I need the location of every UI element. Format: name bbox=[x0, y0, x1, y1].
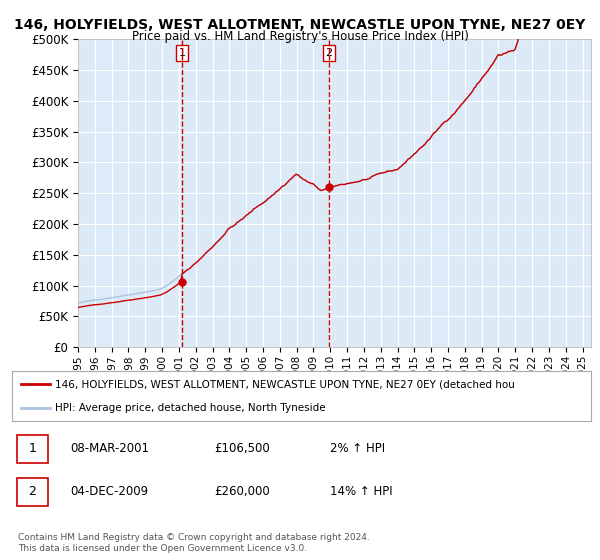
Text: £260,000: £260,000 bbox=[215, 486, 271, 498]
Text: 2% ↑ HPI: 2% ↑ HPI bbox=[331, 442, 386, 455]
Text: 2: 2 bbox=[325, 48, 332, 58]
Text: 146, HOLYFIELDS, WEST ALLOTMENT, NEWCASTLE UPON TYNE, NE27 0EY: 146, HOLYFIELDS, WEST ALLOTMENT, NEWCAST… bbox=[14, 18, 586, 32]
Text: HPI: Average price, detached house, North Tyneside: HPI: Average price, detached house, Nort… bbox=[55, 403, 326, 413]
FancyBboxPatch shape bbox=[17, 435, 49, 463]
Text: 2: 2 bbox=[28, 486, 36, 498]
Text: 08-MAR-2001: 08-MAR-2001 bbox=[70, 442, 149, 455]
Text: 04-DEC-2009: 04-DEC-2009 bbox=[70, 486, 148, 498]
Text: 146, HOLYFIELDS, WEST ALLOTMENT, NEWCASTLE UPON TYNE, NE27 0EY (detached hou: 146, HOLYFIELDS, WEST ALLOTMENT, NEWCAST… bbox=[55, 379, 515, 389]
FancyBboxPatch shape bbox=[17, 478, 49, 506]
Text: 1: 1 bbox=[28, 442, 36, 455]
Text: Price paid vs. HM Land Registry's House Price Index (HPI): Price paid vs. HM Land Registry's House … bbox=[131, 30, 469, 43]
Text: 1: 1 bbox=[178, 48, 185, 58]
Text: £106,500: £106,500 bbox=[215, 442, 271, 455]
Text: 14% ↑ HPI: 14% ↑ HPI bbox=[331, 486, 393, 498]
Text: Contains HM Land Registry data © Crown copyright and database right 2024.
This d: Contains HM Land Registry data © Crown c… bbox=[18, 533, 370, 553]
